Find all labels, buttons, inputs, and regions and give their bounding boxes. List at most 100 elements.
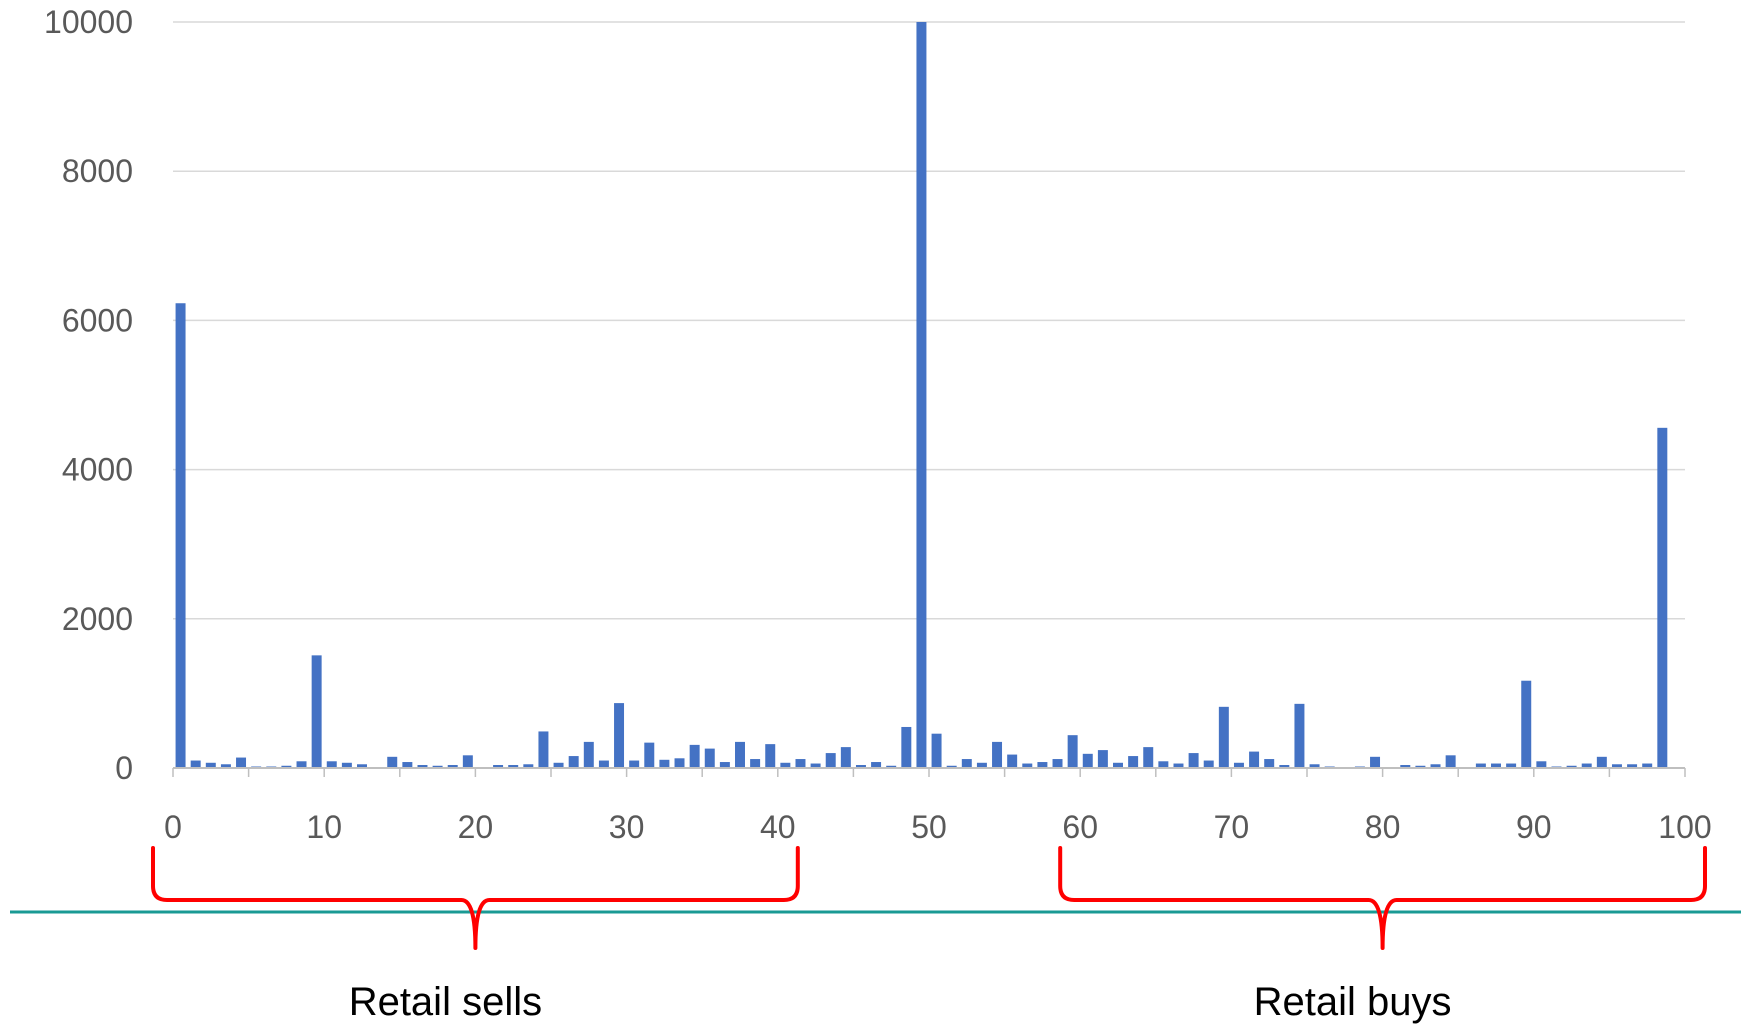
x-tick-label: 0 [164, 809, 182, 845]
range-label: Retail sells [349, 980, 542, 1024]
bar [523, 764, 534, 768]
y-tick-label: 4000 [62, 452, 133, 488]
bar [1294, 703, 1305, 768]
y-tick-label: 8000 [62, 153, 133, 189]
bar [871, 762, 882, 768]
bar [1188, 753, 1199, 768]
bar [311, 655, 322, 768]
bar [1506, 763, 1517, 768]
bar [644, 742, 655, 768]
bar [825, 753, 836, 768]
bar [205, 762, 216, 768]
bar [281, 765, 292, 768]
bar [1113, 762, 1123, 768]
bar [1264, 759, 1275, 768]
bar [961, 759, 972, 768]
bar [220, 764, 231, 768]
bar [614, 703, 625, 768]
bar [508, 765, 519, 768]
x-tick-label: 50 [911, 809, 947, 845]
bar [1309, 764, 1320, 768]
bar [1097, 750, 1108, 768]
bar [855, 765, 866, 768]
bar [236, 757, 247, 768]
bar [1475, 763, 1486, 768]
bar [1536, 761, 1547, 768]
bar [1415, 765, 1426, 768]
bar [886, 765, 897, 768]
bar [750, 759, 761, 768]
bar [1082, 753, 1093, 768]
y-tick-label: 2000 [62, 601, 133, 637]
y-tick-label: 0 [115, 750, 133, 786]
x-tick-label: 90 [1516, 809, 1552, 845]
x-axis [172, 767, 1686, 777]
bar [432, 765, 443, 768]
bar [417, 765, 428, 768]
bar [357, 764, 367, 768]
bar [931, 733, 942, 768]
y-tick-label: 10000 [44, 4, 133, 40]
bar [946, 765, 957, 768]
x-tick-label: 60 [1062, 809, 1098, 845]
bar [1037, 762, 1048, 768]
bar [704, 748, 715, 768]
bar [583, 741, 594, 768]
x-tick-label: 100 [1658, 809, 1711, 845]
bar [916, 22, 927, 768]
bar [1642, 763, 1653, 768]
bar [795, 759, 806, 768]
x-tick-label: 10 [306, 809, 342, 845]
bar [1430, 764, 1441, 768]
curly-brace [151, 846, 800, 950]
bar [976, 762, 987, 768]
bar [1203, 760, 1214, 768]
bar [689, 744, 700, 768]
bar [1218, 706, 1229, 768]
bar [1052, 759, 1063, 768]
bar [1596, 756, 1607, 768]
bar-series [175, 22, 1668, 768]
bar [538, 731, 549, 768]
bar [598, 760, 609, 768]
bar [568, 756, 579, 768]
gridlines [173, 21, 1685, 620]
bar [992, 741, 1003, 768]
bar [1128, 756, 1139, 768]
x-tick-label: 80 [1365, 809, 1401, 845]
bar [719, 762, 730, 768]
bar [1067, 735, 1078, 768]
bar [447, 765, 458, 768]
bar [1657, 427, 1668, 768]
y-tick-label: 6000 [62, 302, 133, 338]
bar [674, 758, 685, 768]
x-tick-label: 20 [458, 809, 494, 845]
bar [810, 763, 821, 768]
bar [1627, 764, 1638, 768]
bar [1445, 755, 1456, 768]
bar [1173, 763, 1184, 768]
bar [1249, 751, 1260, 768]
bar [735, 741, 745, 768]
bar [341, 762, 352, 768]
bar [175, 303, 186, 768]
bar [1233, 762, 1244, 768]
bar [629, 760, 640, 768]
range-braces: Retail sells Retail buys [151, 846, 1707, 1024]
x-tick-label: 30 [609, 809, 645, 845]
bar [326, 761, 337, 768]
bar [462, 755, 473, 768]
bar [493, 765, 504, 768]
bar [1007, 754, 1018, 768]
bar [780, 762, 791, 768]
curly-brace [1058, 846, 1707, 950]
bar [1611, 764, 1622, 768]
x-tick-label: 70 [1214, 809, 1250, 845]
bar [553, 762, 564, 768]
bar [1581, 763, 1592, 768]
bar [1491, 763, 1501, 768]
bar [901, 726, 912, 768]
bar [840, 747, 851, 768]
x-axis-tick-labels: 0 10 20 30 40 50 60 70 80 90 100 [164, 809, 1712, 845]
